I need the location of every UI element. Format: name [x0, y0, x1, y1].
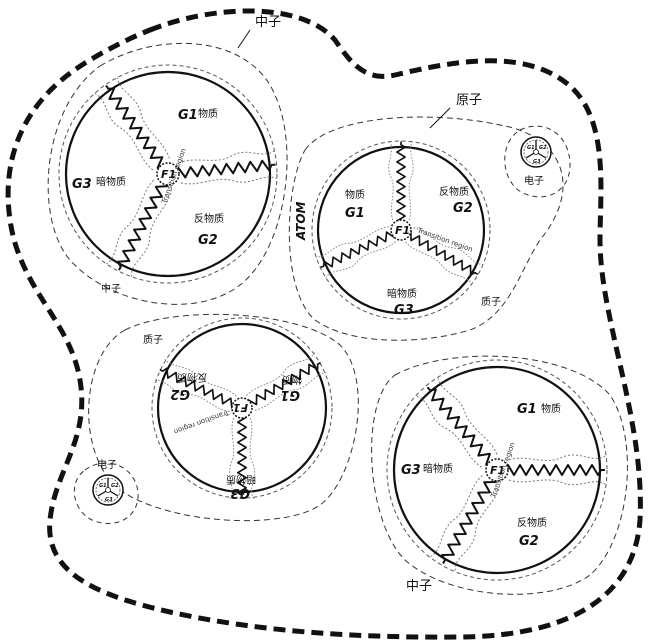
g2-label: G2 [111, 483, 119, 489]
g1-label: G1 [527, 145, 535, 151]
g3-label: G3 [533, 159, 541, 165]
g2-label: G2 [170, 386, 190, 401]
dark-matter-label: 暗物质 [423, 462, 453, 475]
g1-label: G1 [178, 108, 198, 123]
antimatter-label: 反物质 [177, 371, 207, 384]
g3-label: G3 [401, 463, 421, 478]
f1-label: F1 [490, 464, 505, 477]
f1-label: F1 [233, 401, 248, 414]
proton-region-outline [88, 313, 359, 522]
neutron-region-outline-top [47, 42, 288, 305]
particle-proton: F1 暗物质 G3 物质 G1 反物质 G2 Transition region [151, 317, 333, 500]
dark-matter-label: 暗物质 [96, 175, 126, 188]
neutron-leader-line-top [237, 29, 251, 49]
g2-label: G2 [539, 145, 547, 151]
g1-label: G1 [99, 483, 107, 489]
g3-label: G3 [72, 177, 92, 192]
proton-label-left: 质子 [143, 334, 163, 346]
particle-neutron-bottom: F1 G1 物质 G3 暗物质 反物质 G2 Transition region [386, 359, 608, 581]
matter-label: 物质 [345, 188, 365, 201]
molecule-outer-boundary [5, 8, 643, 640]
neutron-label-bottom: 中子 [406, 579, 432, 594]
f1-label: F1 [395, 224, 410, 237]
matter-label: 物质 [282, 373, 302, 386]
g1-label: G1 [345, 206, 365, 221]
particle-neutron-top: F1 G1 物质 G3 暗物质 G2 反物质 Transition region [58, 64, 278, 284]
atom-leader-line [429, 107, 451, 129]
electron-label-right: 电子 [524, 174, 544, 187]
electron-region-outline-left [73, 462, 139, 524]
g2-label: G2 [453, 201, 473, 216]
electron-bottom-left: G1 G2 G3 [92, 474, 124, 506]
transition-region-label: Transition region [173, 408, 231, 436]
neutron-label-left: 中子 [101, 282, 121, 295]
atom-label-cn: 原子 [456, 93, 482, 108]
neutron-region-outline-bottom [371, 355, 628, 595]
g1-label: G1 [517, 402, 537, 417]
matter-label: 物质 [198, 107, 218, 120]
matter-label: 物质 [541, 402, 561, 415]
g3-label: G3 [230, 485, 250, 500]
dark-matter-label: 暗物质 [226, 473, 256, 486]
neutron-label-top: 中子 [255, 15, 281, 30]
electron-top-right: G1 G2 G3 [520, 136, 552, 168]
f1-label: F1 [161, 168, 176, 181]
g2-label: G2 [519, 534, 539, 549]
particle-atom: F1 物质 G1 反物质 G2 暗物质 G3 Transition region [311, 140, 491, 320]
g3-label: G3 [105, 497, 113, 503]
antimatter-label: 反物质 [439, 185, 469, 198]
g3-label: G3 [394, 303, 414, 318]
antimatter-label: 反物质 [194, 212, 224, 225]
atom-label-en: ATOM [294, 201, 308, 241]
dark-matter-label: 暗物质 [387, 287, 417, 300]
transition-region-label: Transition region [415, 226, 473, 254]
proton-label-right: 质子 [481, 296, 501, 308]
electron-label-left: 电子 [97, 458, 117, 471]
antimatter-label: 反物质 [517, 516, 547, 529]
g1-label: G1 [280, 387, 300, 402]
g2-label: G2 [198, 233, 218, 248]
